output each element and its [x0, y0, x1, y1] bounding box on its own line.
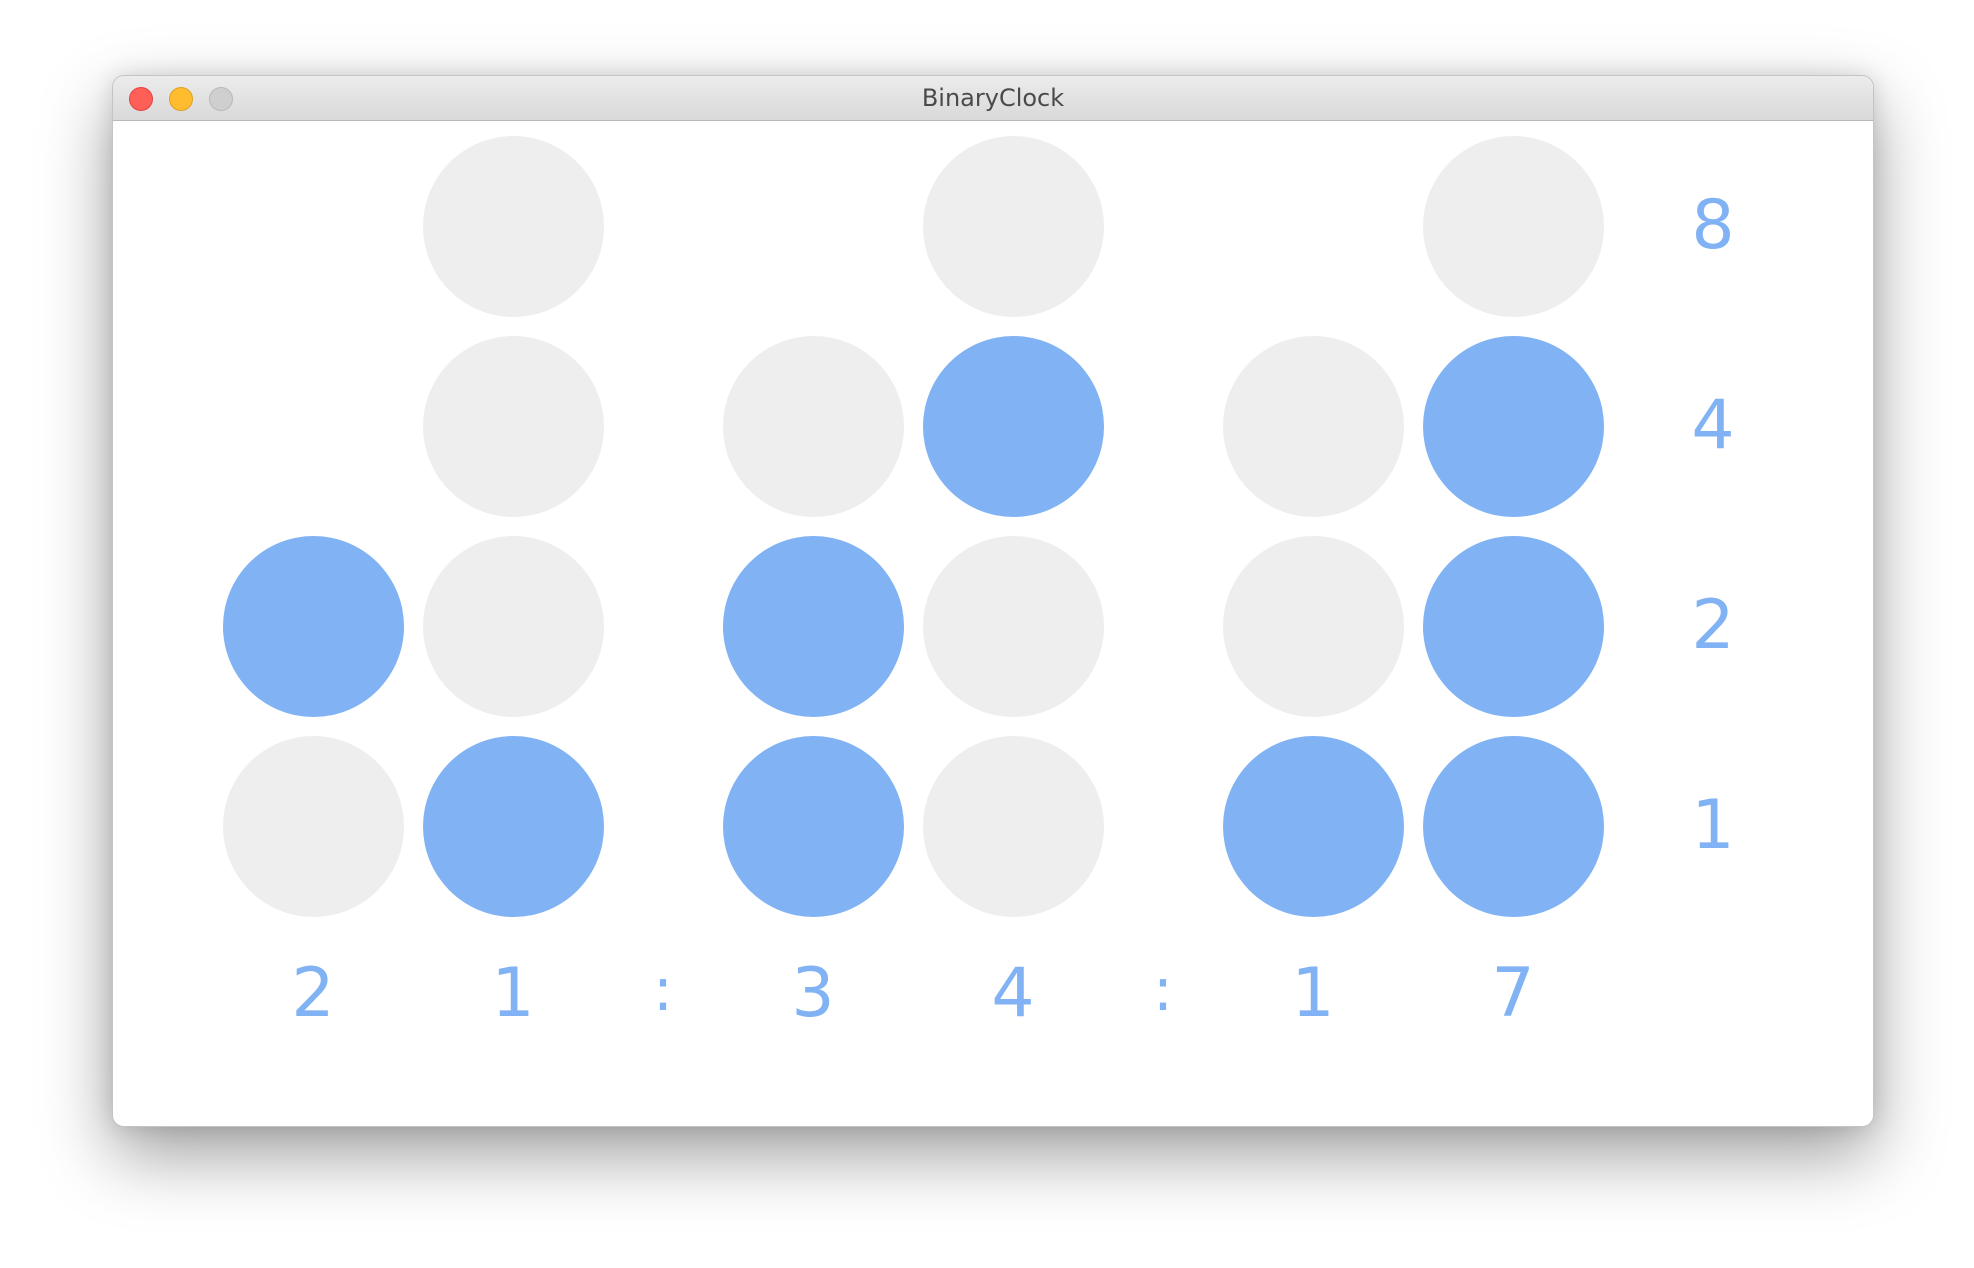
digit-hours-ones: 1 [491, 954, 535, 1033]
led-minutes-ones-1 [923, 736, 1104, 917]
separator-hours-minutes: : [652, 955, 674, 1025]
close-button[interactable] [129, 87, 153, 111]
led-minutes-ones-4 [923, 336, 1104, 517]
led-hours-tens-2 [223, 536, 404, 717]
led-seconds-tens-1 [1223, 736, 1404, 917]
led-hours-ones-8 [423, 136, 604, 317]
digit-hours-tens: 2 [291, 954, 335, 1033]
led-seconds-ones-8 [1423, 136, 1604, 317]
window-title: BinaryClock [921, 84, 1065, 112]
binary-clock-window: BinaryClock 8 4 2 1 2 [112, 75, 1874, 1127]
digit-minutes-tens: 3 [791, 954, 835, 1033]
led-hours-tens-1 [223, 736, 404, 917]
led-hours-ones-2 [423, 536, 604, 717]
led-minutes-tens-2 [723, 536, 904, 717]
led-seconds-tens-2 [1223, 536, 1404, 717]
led-seconds-ones-1 [1423, 736, 1604, 917]
separator-minutes-seconds: : [1152, 955, 1174, 1025]
zoom-button[interactable] [209, 87, 233, 111]
weight-label-2: 2 [1691, 586, 1735, 665]
weight-label-8: 8 [1691, 186, 1735, 265]
led-hours-ones-1 [423, 736, 604, 917]
digit-seconds-ones: 7 [1491, 954, 1535, 1033]
title-bar[interactable]: BinaryClock [113, 76, 1873, 121]
led-seconds-ones-4 [1423, 336, 1604, 517]
minimize-button[interactable] [169, 87, 193, 111]
weight-label-4: 4 [1691, 386, 1735, 465]
digit-minutes-ones: 4 [991, 954, 1035, 1033]
led-seconds-tens-4 [1223, 336, 1404, 517]
led-hours-ones-4 [423, 336, 604, 517]
weight-label-1: 1 [1691, 786, 1735, 865]
led-minutes-tens-1 [723, 736, 904, 917]
clock-face: 8 4 2 1 2 1 : 3 4 : 1 7 [113, 121, 1873, 1126]
led-minutes-ones-2 [923, 536, 1104, 717]
led-minutes-tens-4 [723, 336, 904, 517]
digit-seconds-tens: 1 [1291, 954, 1335, 1033]
led-seconds-ones-2 [1423, 536, 1604, 717]
led-minutes-ones-8 [923, 136, 1104, 317]
